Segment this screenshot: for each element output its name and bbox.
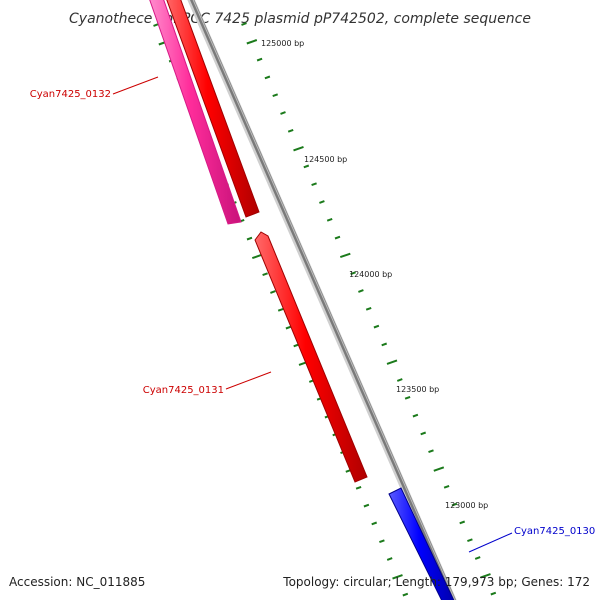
minor-tick-dash — [402, 592, 409, 597]
tick-label-123500: 123500 bp — [396, 385, 439, 394]
minor-tick-dash — [386, 557, 393, 561]
minor-tick-dash — [490, 591, 497, 596]
leader-line-0130 — [468, 532, 513, 553]
minor-tick-dash — [474, 556, 481, 560]
tick-label-125000: 125000 bp — [261, 39, 304, 48]
minor-tick-dash — [272, 93, 279, 98]
tick-label-124000: 124000 bp — [349, 270, 392, 279]
minor-tick-dash — [412, 413, 419, 418]
minor-tick-dash — [262, 272, 268, 277]
minor-tick-dash — [363, 503, 370, 508]
plasmid-backbone — [187, 0, 457, 600]
leader-line-0132 — [112, 76, 159, 95]
major-tick-dash — [433, 466, 445, 472]
summary-text: Topology: circular; Length: 179,973 bp; … — [282, 575, 590, 589]
minor-tick-dash — [379, 539, 385, 544]
minor-tick-dash — [264, 75, 271, 80]
minor-tick-dash — [451, 502, 458, 507]
minor-tick-dash — [350, 271, 356, 276]
tick-label-124500: 124500 bp — [304, 155, 347, 164]
major-tick-dash — [246, 39, 258, 45]
gene-label-cyan7425-0132[interactable]: Cyan7425_0132 — [30, 89, 111, 100]
minor-tick-dash — [285, 325, 292, 330]
tick-label-123000: 123000 bp — [445, 501, 488, 510]
minor-tick-dash — [467, 538, 473, 543]
gene-magenta-arrow[interactable] — [148, 0, 242, 225]
minor-tick-dash — [373, 324, 380, 329]
minor-tick-dash — [355, 485, 362, 490]
leader-line-0131 — [225, 371, 272, 390]
minor-tick-dash — [287, 128, 294, 133]
minor-tick-dash — [326, 217, 333, 222]
minor-tick-dash — [303, 164, 310, 169]
major-tick-dash — [480, 573, 491, 579]
gene-label-cyan7425-0131[interactable]: Cyan7425_0131 — [143, 385, 224, 396]
gene-cyan7425-0132-arrow[interactable] — [165, 0, 260, 218]
minor-tick-dash — [428, 449, 434, 454]
minor-tick-dash — [371, 521, 378, 526]
minor-tick-dash — [270, 290, 276, 294]
minor-tick-dash — [443, 484, 450, 489]
minor-tick-dash — [358, 289, 364, 293]
major-tick-dash — [386, 359, 398, 365]
gene-cyan7425-0130-arrow[interactable] — [388, 487, 456, 600]
minor-tick-dash — [459, 520, 466, 525]
minor-tick-dash — [311, 182, 317, 187]
minor-tick-dash — [153, 23, 159, 27]
major-tick-dash — [339, 252, 351, 259]
minor-tick-dash — [256, 57, 263, 62]
minor-tick-dash — [396, 378, 403, 382]
minor-tick-dash — [319, 200, 325, 204]
minor-tick-dash — [241, 22, 247, 26]
minor-tick-dash — [334, 235, 341, 240]
minor-tick-dash — [246, 236, 253, 241]
map-title: Cyanothece sp. PCC 7425 plasmid pP742502… — [69, 11, 531, 27]
gene-label-cyan7425-0130[interactable]: Cyan7425_0130 — [514, 526, 595, 537]
major-tick-dash — [392, 574, 403, 580]
minor-tick-dash — [420, 431, 427, 436]
minor-tick-dash — [277, 307, 284, 312]
minor-tick-dash — [365, 306, 372, 311]
minor-tick-dash — [280, 111, 286, 115]
gene-cyan7425-0131-arrow[interactable] — [254, 231, 368, 483]
accession-text: Accession: NC_011885 — [9, 575, 145, 589]
minor-tick-dash — [404, 395, 411, 400]
major-tick-dash — [293, 145, 304, 152]
major-tick-dash — [251, 253, 263, 260]
minor-tick-dash — [381, 342, 388, 347]
